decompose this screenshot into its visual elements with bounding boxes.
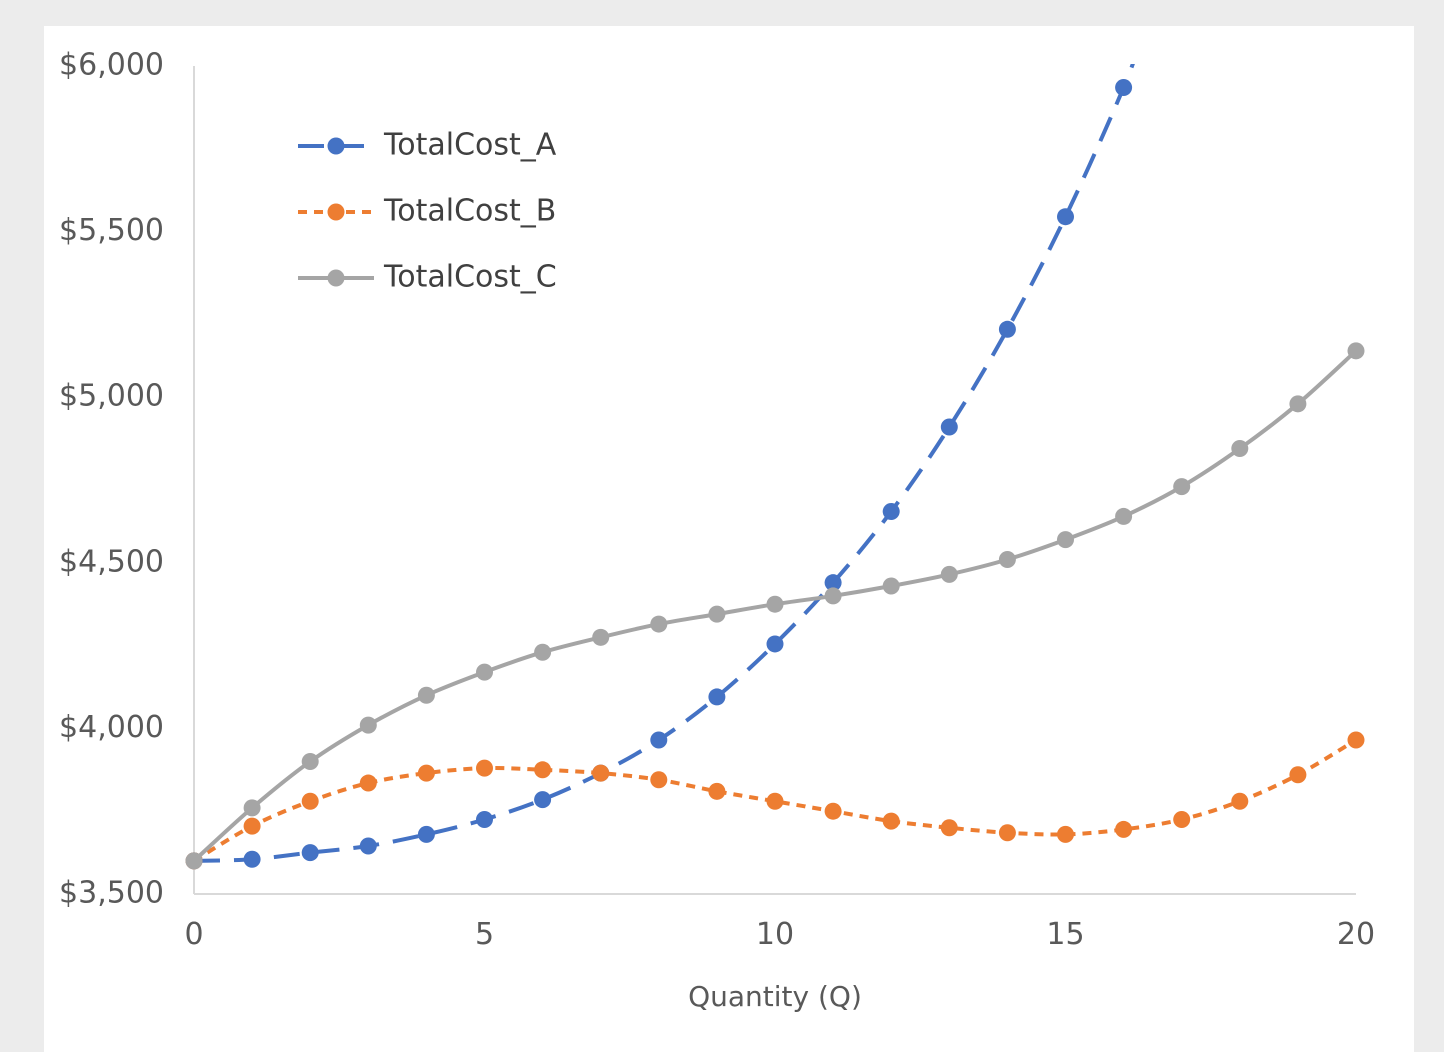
x-axis-title: Quantity (Q) (688, 980, 862, 1013)
axes (193, 66, 1356, 895)
data-point-totalcost-b (650, 771, 668, 789)
legend-marker-totalcost-b (327, 203, 345, 221)
series-totalcost-c (185, 342, 1365, 870)
data-point-totalcost-b (1057, 825, 1074, 843)
y-tick-label: $3,500 (59, 876, 164, 911)
data-point-totalcost-c (1115, 507, 1133, 525)
y-tick-label: $4,000 (59, 710, 164, 745)
data-point-totalcost-b (1231, 792, 1249, 810)
data-point-totalcost-b (882, 812, 900, 830)
data-point-totalcost-b (592, 764, 610, 782)
x-tick-label: 15 (1046, 917, 1084, 952)
data-point-totalcost-b (417, 764, 435, 782)
y-tick-label: $5,000 (59, 379, 164, 414)
x-tick-label: 0 (184, 917, 203, 952)
data-point-totalcost-c (708, 605, 726, 623)
data-point-totalcost-c (1173, 478, 1191, 496)
series-totalcost-b (185, 731, 1365, 870)
data-point-totalcost-a (650, 731, 668, 749)
legend-marker-totalcost-c (327, 269, 345, 287)
data-point-totalcost-c (359, 716, 377, 734)
data-point-totalcost-a (534, 791, 552, 809)
data-point-totalcost-a (243, 850, 261, 868)
data-point-totalcost-a (1115, 79, 1133, 97)
data-point-totalcost-b (1173, 810, 1191, 828)
data-point-totalcost-a (998, 320, 1016, 338)
y-tick-label: $5,500 (59, 213, 164, 248)
data-point-totalcost-c (301, 753, 319, 771)
legend-label: TotalCost_A (383, 128, 557, 163)
legend-item-totalcost-a: TotalCost_A (298, 128, 557, 163)
data-point-totalcost-b (301, 792, 319, 810)
data-point-totalcost-c (998, 550, 1016, 568)
data-point-totalcost-c (1057, 531, 1074, 549)
series-totalcost-a (185, 64, 1135, 870)
data-point-totalcost-c (476, 663, 493, 681)
x-tick-label: 10 (756, 917, 794, 952)
data-point-totalcost-c (1347, 342, 1365, 360)
data-point-totalcost-a (882, 502, 900, 520)
data-point-totalcost-a (824, 574, 842, 592)
data-point-totalcost-b (708, 782, 726, 800)
data-point-totalcost-c (243, 799, 261, 817)
legend-label: TotalCost_C (383, 260, 557, 295)
data-point-totalcost-a (476, 810, 493, 828)
data-point-totalcost-a (708, 688, 726, 706)
data-point-totalcost-c (882, 577, 900, 595)
data-point-totalcost-c (592, 628, 610, 646)
legend-item-totalcost-c: TotalCost_C (298, 260, 557, 295)
legend-label: TotalCost_B (383, 194, 556, 229)
data-point-totalcost-c (1231, 440, 1249, 458)
data-point-totalcost-b (1115, 820, 1133, 838)
axis-labels: $3,500 $4,000 $4,500 $5,000 $5,500 $6,000 0 5 10… (59, 48, 1375, 1014)
data-point-totalcost-b (940, 819, 958, 837)
data-point-totalcost-b (359, 774, 377, 792)
data-point-totalcost-c (824, 587, 842, 605)
data-point-totalcost-b (824, 802, 842, 820)
data-point-totalcost-a (359, 837, 377, 855)
series-layer (185, 64, 1365, 870)
data-point-totalcost-a (766, 635, 784, 653)
data-point-totalcost-b (998, 824, 1016, 842)
data-point-totalcost-a (1057, 208, 1074, 226)
legend-item-totalcost-b: TotalCost_B (298, 194, 556, 229)
legend-marker-totalcost-a (327, 137, 345, 155)
legend: TotalCost_A TotalCost_B TotalCost_C (298, 128, 557, 295)
data-point-totalcost-b (534, 761, 552, 779)
data-point-totalcost-b (476, 759, 493, 777)
data-point-totalcost-c (766, 595, 784, 613)
data-point-totalcost-b (1347, 731, 1365, 749)
data-point-totalcost-a (940, 418, 958, 436)
y-tick-label: $4,500 (59, 544, 164, 579)
data-point-totalcost-c (417, 686, 435, 704)
data-point-totalcost-a (417, 825, 435, 843)
data-point-totalcost-c (650, 615, 668, 633)
line-chart: TotalCost_A TotalCost_B TotalCost_C $3,500… (59, 48, 1375, 1014)
data-point-totalcost-c (534, 643, 552, 661)
data-point-totalcost-b (1289, 766, 1307, 784)
chart-panel: TotalCost_A TotalCost_B TotalCost_C $3,500… (44, 26, 1414, 1052)
x-tick-label: 5 (475, 917, 494, 952)
data-point-totalcost-a (301, 844, 319, 862)
x-tick-label: 20 (1337, 917, 1375, 952)
data-point-totalcost-b (766, 792, 784, 810)
data-point-totalcost-b (243, 817, 261, 835)
data-point-totalcost-c (185, 852, 203, 870)
data-point-totalcost-c (940, 565, 958, 583)
data-point-totalcost-c (1289, 395, 1307, 413)
y-tick-label: $6,000 (59, 48, 164, 83)
series-line-totalcost-b (192, 738, 1358, 863)
